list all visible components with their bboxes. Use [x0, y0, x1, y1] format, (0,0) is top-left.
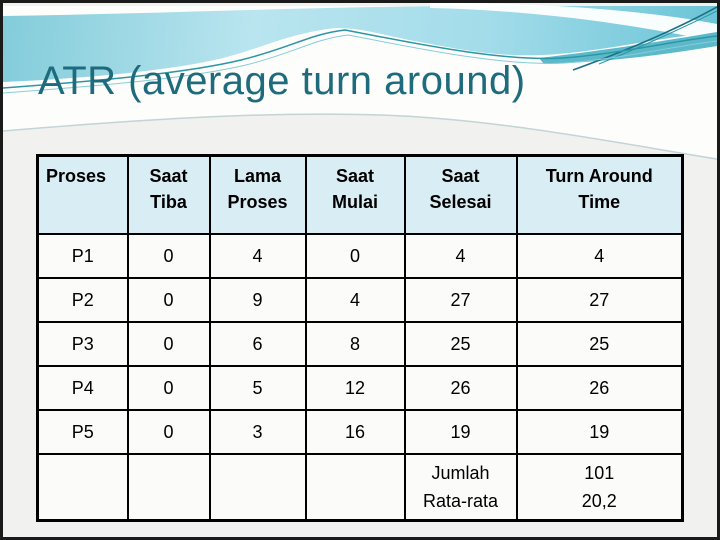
table-cell: 27 [515, 277, 684, 323]
empty-cell [208, 453, 307, 522]
table-cell: 19 [403, 409, 518, 455]
table-cell: P5 [36, 409, 129, 455]
table-cell: 6 [208, 321, 307, 367]
table-cell: P3 [36, 321, 129, 367]
table-cell: 26 [403, 365, 518, 411]
column-header-proses: Proses [36, 154, 129, 235]
empty-cell [126, 453, 211, 522]
table-cell: 0 [126, 321, 211, 367]
column-header-saat-mulai: Saat Mulai [304, 154, 406, 235]
summary-label-cell: Jumlah Rata-rata [403, 453, 518, 522]
table-cell: 25 [403, 321, 518, 367]
table-cell: P1 [36, 233, 129, 279]
table-cell: 0 [126, 277, 211, 323]
table-cell: 5 [208, 365, 307, 411]
table-row: P1 0 4 0 4 4 [36, 233, 684, 279]
column-header-saat-tiba: Saat Tiba [126, 154, 211, 235]
table-cell: 12 [304, 365, 406, 411]
wave-decoration [3, 3, 717, 160]
table-cell: 0 [304, 233, 406, 279]
table-cell: 26 [515, 365, 684, 411]
table-cell: P2 [36, 277, 129, 323]
page-title: ATR (average turn around) [38, 59, 526, 103]
table-cell: 0 [126, 409, 211, 455]
table-cell: 0 [126, 233, 211, 279]
table-row: P2 0 9 4 27 27 [36, 277, 684, 323]
summary-value-cell: 101 20,2 [515, 453, 684, 522]
table-cell: 0 [126, 365, 211, 411]
empty-cell [304, 453, 406, 522]
table-cell: P4 [36, 365, 129, 411]
table-cell: 4 [304, 277, 406, 323]
table-cell: 19 [515, 409, 684, 455]
table-cell: 4 [515, 233, 684, 279]
table-cell: 8 [304, 321, 406, 367]
table-cell: 25 [515, 321, 684, 367]
table-cell: 9 [208, 277, 307, 323]
table-cell: 27 [403, 277, 518, 323]
column-header-saat-selesai: Saat Selesai [403, 154, 518, 235]
summary-row: Jumlah Rata-rata 101 20,2 [36, 453, 684, 522]
atr-table: Proses Saat Tiba Lama Proses Saat Mulai … [36, 154, 684, 522]
empty-cell [36, 453, 129, 522]
table-row: P5 0 3 16 19 19 [36, 409, 684, 455]
table-row: P4 0 5 12 26 26 [36, 365, 684, 411]
table-cell: 4 [208, 233, 307, 279]
table-header-row: Proses Saat Tiba Lama Proses Saat Mulai … [36, 154, 684, 235]
table-row: P3 0 6 8 25 25 [36, 321, 684, 367]
column-header-lama-proses: Lama Proses [208, 154, 307, 235]
table-cell: 4 [403, 233, 518, 279]
column-header-turn-around-time: Turn Around Time [515, 154, 684, 235]
table-cell: 16 [304, 409, 406, 455]
table-cell: 3 [208, 409, 307, 455]
